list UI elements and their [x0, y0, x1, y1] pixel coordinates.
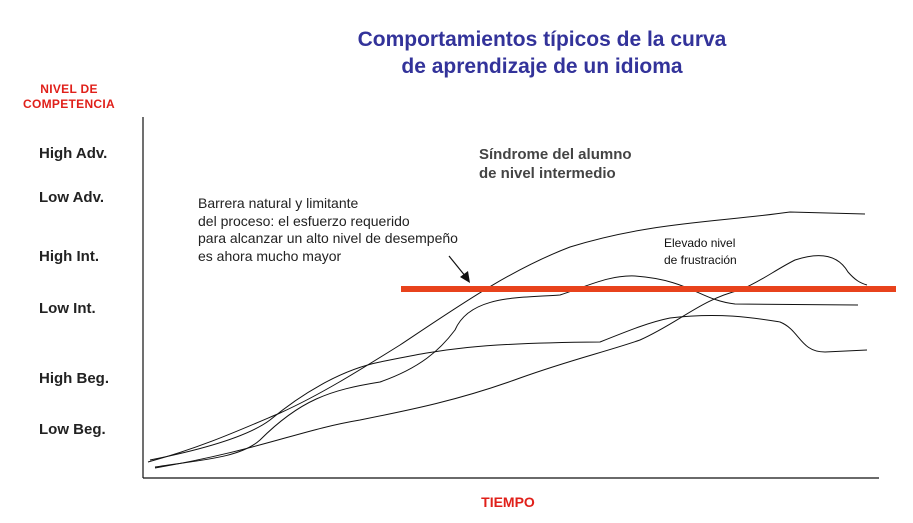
- barrier-line-4: es ahora mucho mayor: [198, 247, 342, 264]
- barrier-arrow-head: [460, 271, 470, 283]
- barrier-arrow-shaft: [448, 255, 467, 278]
- diagram-title: Comportamientos típicos de la curva de a…: [250, 26, 834, 80]
- x-axis-label: TIEMPO: [481, 494, 535, 510]
- curve-peak-then-drop: [149, 314, 868, 461]
- y-axis-label-line-1: NIVEL DE: [40, 82, 98, 96]
- title-line-2: de aprendizaje de un idioma: [401, 55, 683, 78]
- level-high-adv: High Adv.: [39, 145, 108, 162]
- level-high-int: High Int.: [39, 248, 99, 265]
- curve-intermediate-plateau: [154, 275, 859, 468]
- barrier-line-1: Barrera natural y limitante: [198, 195, 359, 211]
- barrier-line-3: para alcanzar un alto nivel de desempeño: [198, 230, 458, 246]
- barrier-line-2: del proceso: el esfuerzo requerido: [198, 212, 410, 229]
- curve-late-climb: [154, 255, 868, 469]
- barrier-annotation: Barrera natural y limitante del proceso:…: [198, 195, 458, 265]
- syndrome-annotation: Síndrome del alumno de nivel intermedio: [479, 145, 632, 183]
- level-high-beg: High Beg.: [39, 370, 109, 387]
- level-low-beg: Low Beg.: [39, 421, 106, 438]
- syndrome-line-2: de nivel intermedio: [479, 165, 616, 182]
- level-low-adv: Low Adv.: [39, 189, 104, 206]
- curve-advanced-plateau: [147, 211, 866, 463]
- title-line-1: Comportamientos típicos de la curva: [357, 28, 727, 51]
- level-low-int: Low Int.: [39, 300, 96, 317]
- y-axis-label: NIVEL DE COMPETENCIA: [10, 82, 128, 112]
- frustration-line-1: Elevado nivel: [664, 236, 736, 250]
- syndrome-line-1: Síndrome del alumno: [479, 146, 632, 163]
- y-axis-label-line-2: COMPETENCIA: [23, 97, 115, 111]
- frustration-annotation: Elevado nivel de frustración: [664, 235, 737, 269]
- frustration-line-2: de frustración: [664, 253, 737, 267]
